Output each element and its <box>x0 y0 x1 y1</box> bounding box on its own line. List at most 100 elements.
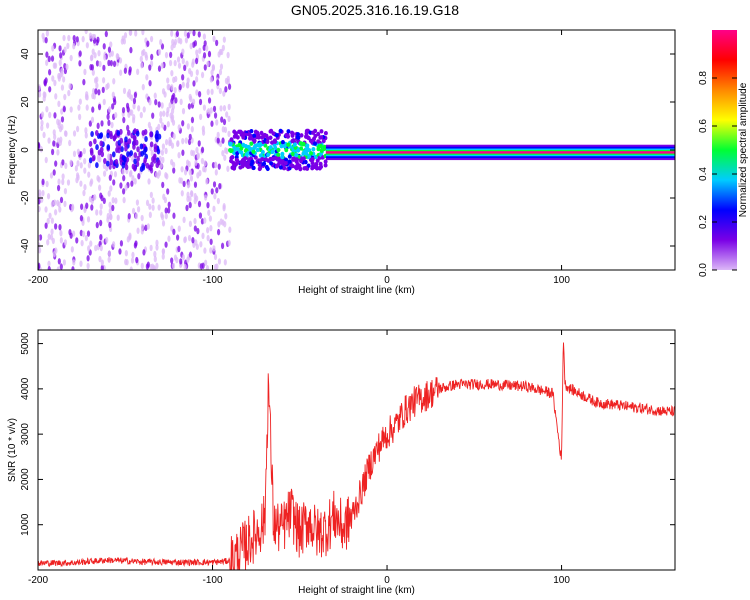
spectrogram-cell <box>181 120 185 127</box>
spectrogram-cell <box>51 237 55 245</box>
spectrogram-cell <box>193 40 197 47</box>
spectrogram-cell <box>93 138 97 145</box>
spectrogram-cell <box>215 263 219 270</box>
spectrogram-cell <box>108 106 112 113</box>
spectrogram-cell <box>156 148 161 155</box>
spectrogram-cell <box>64 162 68 170</box>
spectrogram-cell <box>67 89 71 97</box>
spectrogram-cell <box>99 244 103 252</box>
spectrogram-cell <box>172 212 176 219</box>
spectrogram-cell <box>174 97 178 104</box>
spectrogram-cell <box>45 30 49 37</box>
spectrogram-cell <box>271 156 276 162</box>
spectrogram-cell <box>243 156 248 161</box>
spectrogram-cell <box>221 219 225 226</box>
spectrogram-cell <box>113 171 118 178</box>
spectrogram-cell <box>60 116 65 123</box>
spectrogram-cell <box>136 155 140 162</box>
spectrogram-cell <box>149 125 153 133</box>
x-tick-label: 100 <box>553 575 570 586</box>
spectrogram-cell <box>189 42 193 50</box>
spectrogram-cell <box>54 93 58 100</box>
spectrogram-cell <box>276 152 281 157</box>
spectrogram-cell <box>217 163 221 170</box>
spectrogram-cell <box>60 84 65 91</box>
spectrogram-cell <box>272 138 277 143</box>
spectrogram-cell <box>59 263 63 270</box>
spectrogram-cell <box>54 160 58 167</box>
spectrogram-cell <box>116 214 120 221</box>
spectrogram-cell <box>291 156 296 161</box>
spectrogram-cell <box>131 175 135 182</box>
spectrogram-cell <box>100 259 104 266</box>
spectrogram-cell <box>318 143 323 149</box>
y-tick-label: 3000 <box>20 423 31 446</box>
spectrogram-cell <box>56 199 60 207</box>
spectrogram-cell <box>81 35 85 43</box>
spectrogram-cell <box>122 196 126 204</box>
spectrogram-cell <box>218 87 222 95</box>
spectrogram-cell <box>99 140 104 147</box>
spectrogram-cell <box>81 230 86 238</box>
spectrogram-cell <box>88 120 92 127</box>
spectrogram-cell <box>221 149 225 157</box>
spectrogram-cell <box>207 108 211 115</box>
spectrogram-cell <box>87 162 91 169</box>
spectrogram-cell <box>304 148 309 153</box>
spectrogram-cell <box>287 154 292 159</box>
spectrogram-cell <box>130 257 135 264</box>
spectrogram-cell <box>91 69 95 76</box>
spectrogram-cell <box>203 40 207 47</box>
spectrogram-cell <box>149 191 153 199</box>
spectrogram-cell <box>96 36 100 44</box>
spectrogram-cell <box>185 60 189 67</box>
spectrogram-cell <box>149 131 153 138</box>
spectrogram-cell <box>108 163 112 170</box>
spectrogram-cell <box>124 145 128 152</box>
spectrogram-cell <box>222 36 226 43</box>
spectrogram-cell <box>232 129 237 134</box>
spectrogram-cell <box>84 30 88 35</box>
spectrogram-cell <box>52 250 56 258</box>
spectrogram-cell <box>173 59 177 67</box>
spectrogram-cell <box>166 121 170 128</box>
spectrogram-cell <box>133 134 137 141</box>
spectrogram-cell <box>186 191 190 198</box>
spectrogram-cell <box>65 63 69 71</box>
spectrogram-cell <box>182 180 186 188</box>
spectrogram-cell <box>140 62 144 69</box>
spectrogram-cell <box>86 262 90 270</box>
spectrogram-cell <box>62 259 66 266</box>
spectrogram-cell <box>72 259 76 266</box>
spectrogram-cell <box>135 256 139 264</box>
spectrogram-cell <box>290 151 295 157</box>
spectrogram-cell <box>153 92 157 99</box>
spectrogram-cell <box>46 217 50 225</box>
spectrogram-cell <box>241 133 246 138</box>
spectrogram-cell <box>42 95 46 102</box>
spectrogram-cell <box>195 195 199 202</box>
spectrogram-cell <box>47 260 51 267</box>
spectrogram-cell <box>210 88 214 95</box>
spectrogram-cell <box>228 141 233 147</box>
spectrogram-cell <box>130 180 134 187</box>
colorbar-tick-label: 0.4 <box>698 167 709 181</box>
spectrogram-cell <box>321 138 326 144</box>
spectrogram-cell <box>219 105 223 112</box>
spectrogram-cell <box>155 171 159 178</box>
spectrogram-cell <box>304 134 309 139</box>
spectrogram-cell <box>72 150 77 158</box>
spectrogram-cell <box>122 188 126 195</box>
spectrogram-cell <box>207 50 212 58</box>
colorbar-tick-label: 0.2 <box>698 215 709 229</box>
spectrogram-cell <box>94 130 99 137</box>
spectrogram-cell <box>142 148 147 155</box>
spectrogram-cell <box>90 116 95 124</box>
spectrogram-cell <box>106 144 111 151</box>
spectrogram-cell <box>151 112 155 119</box>
spectrogram-cell <box>76 174 80 181</box>
spectrogram-cell <box>109 133 114 140</box>
spectrogram-cell <box>170 84 174 91</box>
spectrogram-cell <box>105 165 109 172</box>
